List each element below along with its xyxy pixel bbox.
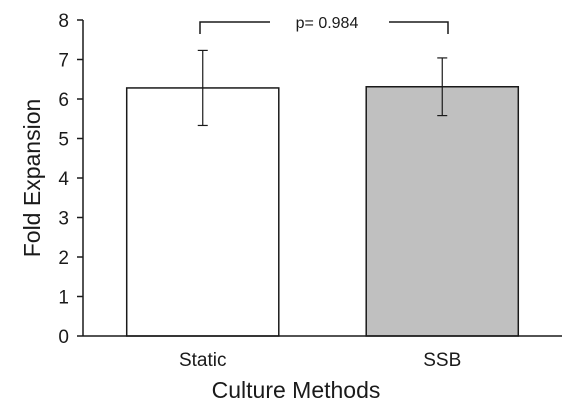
- x-tick-label: SSB: [423, 350, 461, 371]
- significance-annotation: p= 0.984: [199, 15, 449, 34]
- bracket-right: [389, 21, 449, 34]
- y-axis: 0 1 2 3 4 5 6 7 8: [58, 11, 84, 348]
- y-tick-label: 3: [58, 209, 69, 230]
- x-axis: Static SSB: [83, 335, 562, 371]
- bars-group: [125, 86, 520, 337]
- y-axis-title: Fold Expansion: [19, 99, 45, 258]
- y-tick-label: 7: [58, 51, 69, 72]
- y-tick-label: 5: [58, 130, 69, 151]
- x-tick-label: Static: [179, 350, 227, 371]
- y-tick-label: 6: [58, 90, 69, 111]
- bar-static: [125, 87, 280, 337]
- y-tick-label: 4: [58, 169, 69, 190]
- bar-ssb: [365, 86, 520, 337]
- y-tick-label: 8: [58, 11, 69, 32]
- x-axis-title: Culture Methods: [212, 377, 381, 403]
- error-bars-group: [197, 49, 448, 127]
- p-value-label: p= 0.984: [296, 15, 359, 32]
- y-tick-label: 0: [58, 327, 69, 348]
- bracket-left: [199, 21, 270, 34]
- y-tick-label: 1: [58, 288, 69, 309]
- y-tick-label: 2: [58, 248, 69, 269]
